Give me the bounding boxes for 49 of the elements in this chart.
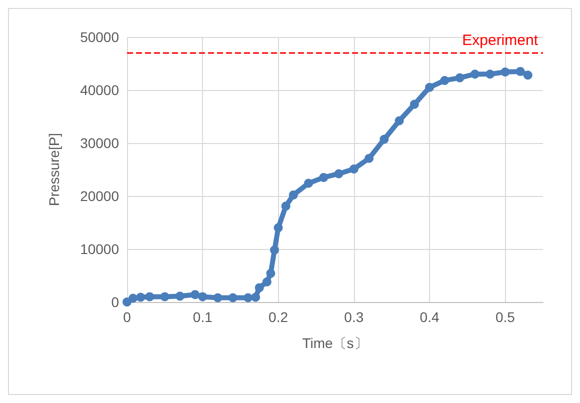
point [500,67,510,76]
point [281,202,290,211]
point [288,190,298,200]
point [319,172,328,182]
point [486,70,495,79]
x-tick-label: 0.4 [420,309,440,325]
point [304,178,314,188]
point [349,164,358,174]
x-tick-label: 0.2 [268,309,288,325]
point [198,292,208,302]
point [455,73,464,82]
point [516,66,525,76]
point [175,292,184,301]
point [470,70,480,79]
x-tick-label: 0.5 [495,309,516,325]
x-tick-label: 0 [123,309,132,325]
point [190,290,200,300]
point [266,268,276,278]
point [523,70,532,80]
ref-line-label: Experiment [462,32,539,49]
point [228,293,238,302]
point [251,292,260,302]
point [136,292,146,302]
y-tick-label: 40000 [80,82,120,98]
point [160,292,170,302]
y-tick-label: 20000 [80,188,120,204]
point [270,246,279,255]
x-tick-label: 0.1 [192,309,213,325]
y-tick-label: 0 [111,294,120,310]
point [380,134,389,144]
point [410,100,419,109]
point [128,294,138,303]
x-tick-label: 0.3 [344,309,364,325]
point [364,154,374,163]
point [334,169,344,178]
point [425,82,434,92]
y-tick-label: 50000 [80,29,120,45]
point [254,283,264,292]
y-axis-title: Pressure[P] [46,132,62,206]
y-tick-label: 10000 [80,241,120,257]
point [213,293,222,302]
y-tick-label: 30000 [80,135,120,151]
point [145,292,154,302]
point [394,116,404,126]
x-axis-title: Time〔s〕 [302,335,368,351]
point [274,223,283,232]
point [262,277,272,286]
point [440,76,450,85]
point [244,293,253,302]
